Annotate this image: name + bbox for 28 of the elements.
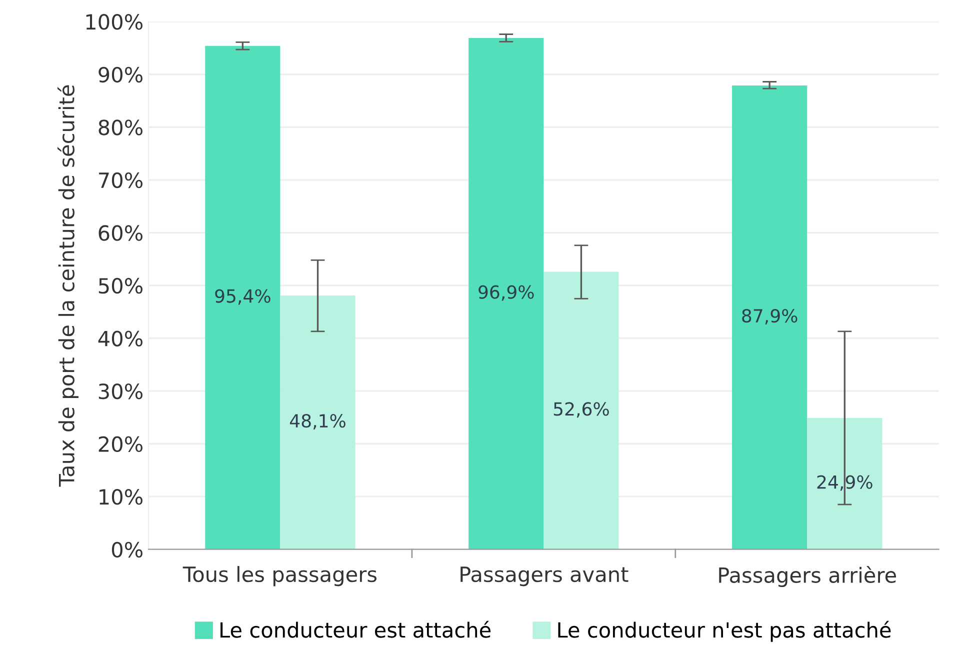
- y-tick-label: 30%: [98, 383, 142, 400]
- y-tick-label: 50%: [98, 278, 142, 294]
- y-tick-label: 70%: [99, 172, 142, 188]
- x-tick-label: Tous les passagers: [182, 566, 377, 586]
- y-tick-label: 20%: [98, 436, 142, 452]
- legend-label: Le conducteur est attaché: [220, 620, 491, 638]
- y-axis-title: Taux de port de la ceinture de sécurité: [58, 85, 79, 487]
- bar: [468, 38, 544, 550]
- bar: [280, 296, 356, 550]
- y-tick-label: 40%: [98, 330, 142, 346]
- y-tick-label: 100%: [86, 14, 142, 30]
- data-label: 52,6%: [554, 402, 609, 418]
- y-tick-label: 0%: [112, 542, 142, 558]
- bar: [732, 85, 808, 550]
- x-tick-label: Passagers avant: [460, 566, 628, 586]
- data-label: 95,4%: [215, 289, 270, 305]
- x-tick-label: Passagers arrière: [719, 566, 896, 588]
- y-tick-label: 90%: [98, 66, 142, 83]
- y-tick-label: 60%: [98, 225, 142, 241]
- bar: [807, 418, 882, 550]
- data-label: 48,1%: [290, 414, 346, 430]
- y-tick-label: 10%: [100, 489, 142, 505]
- y-tick-label: 80%: [98, 120, 142, 136]
- legend-label: Le conducteur n'est pas attaché: [558, 620, 891, 642]
- bar: [205, 46, 280, 550]
- data-label: 87,9%: [742, 308, 798, 324]
- bar: [544, 272, 619, 550]
- data-label: 96,9%: [478, 285, 534, 301]
